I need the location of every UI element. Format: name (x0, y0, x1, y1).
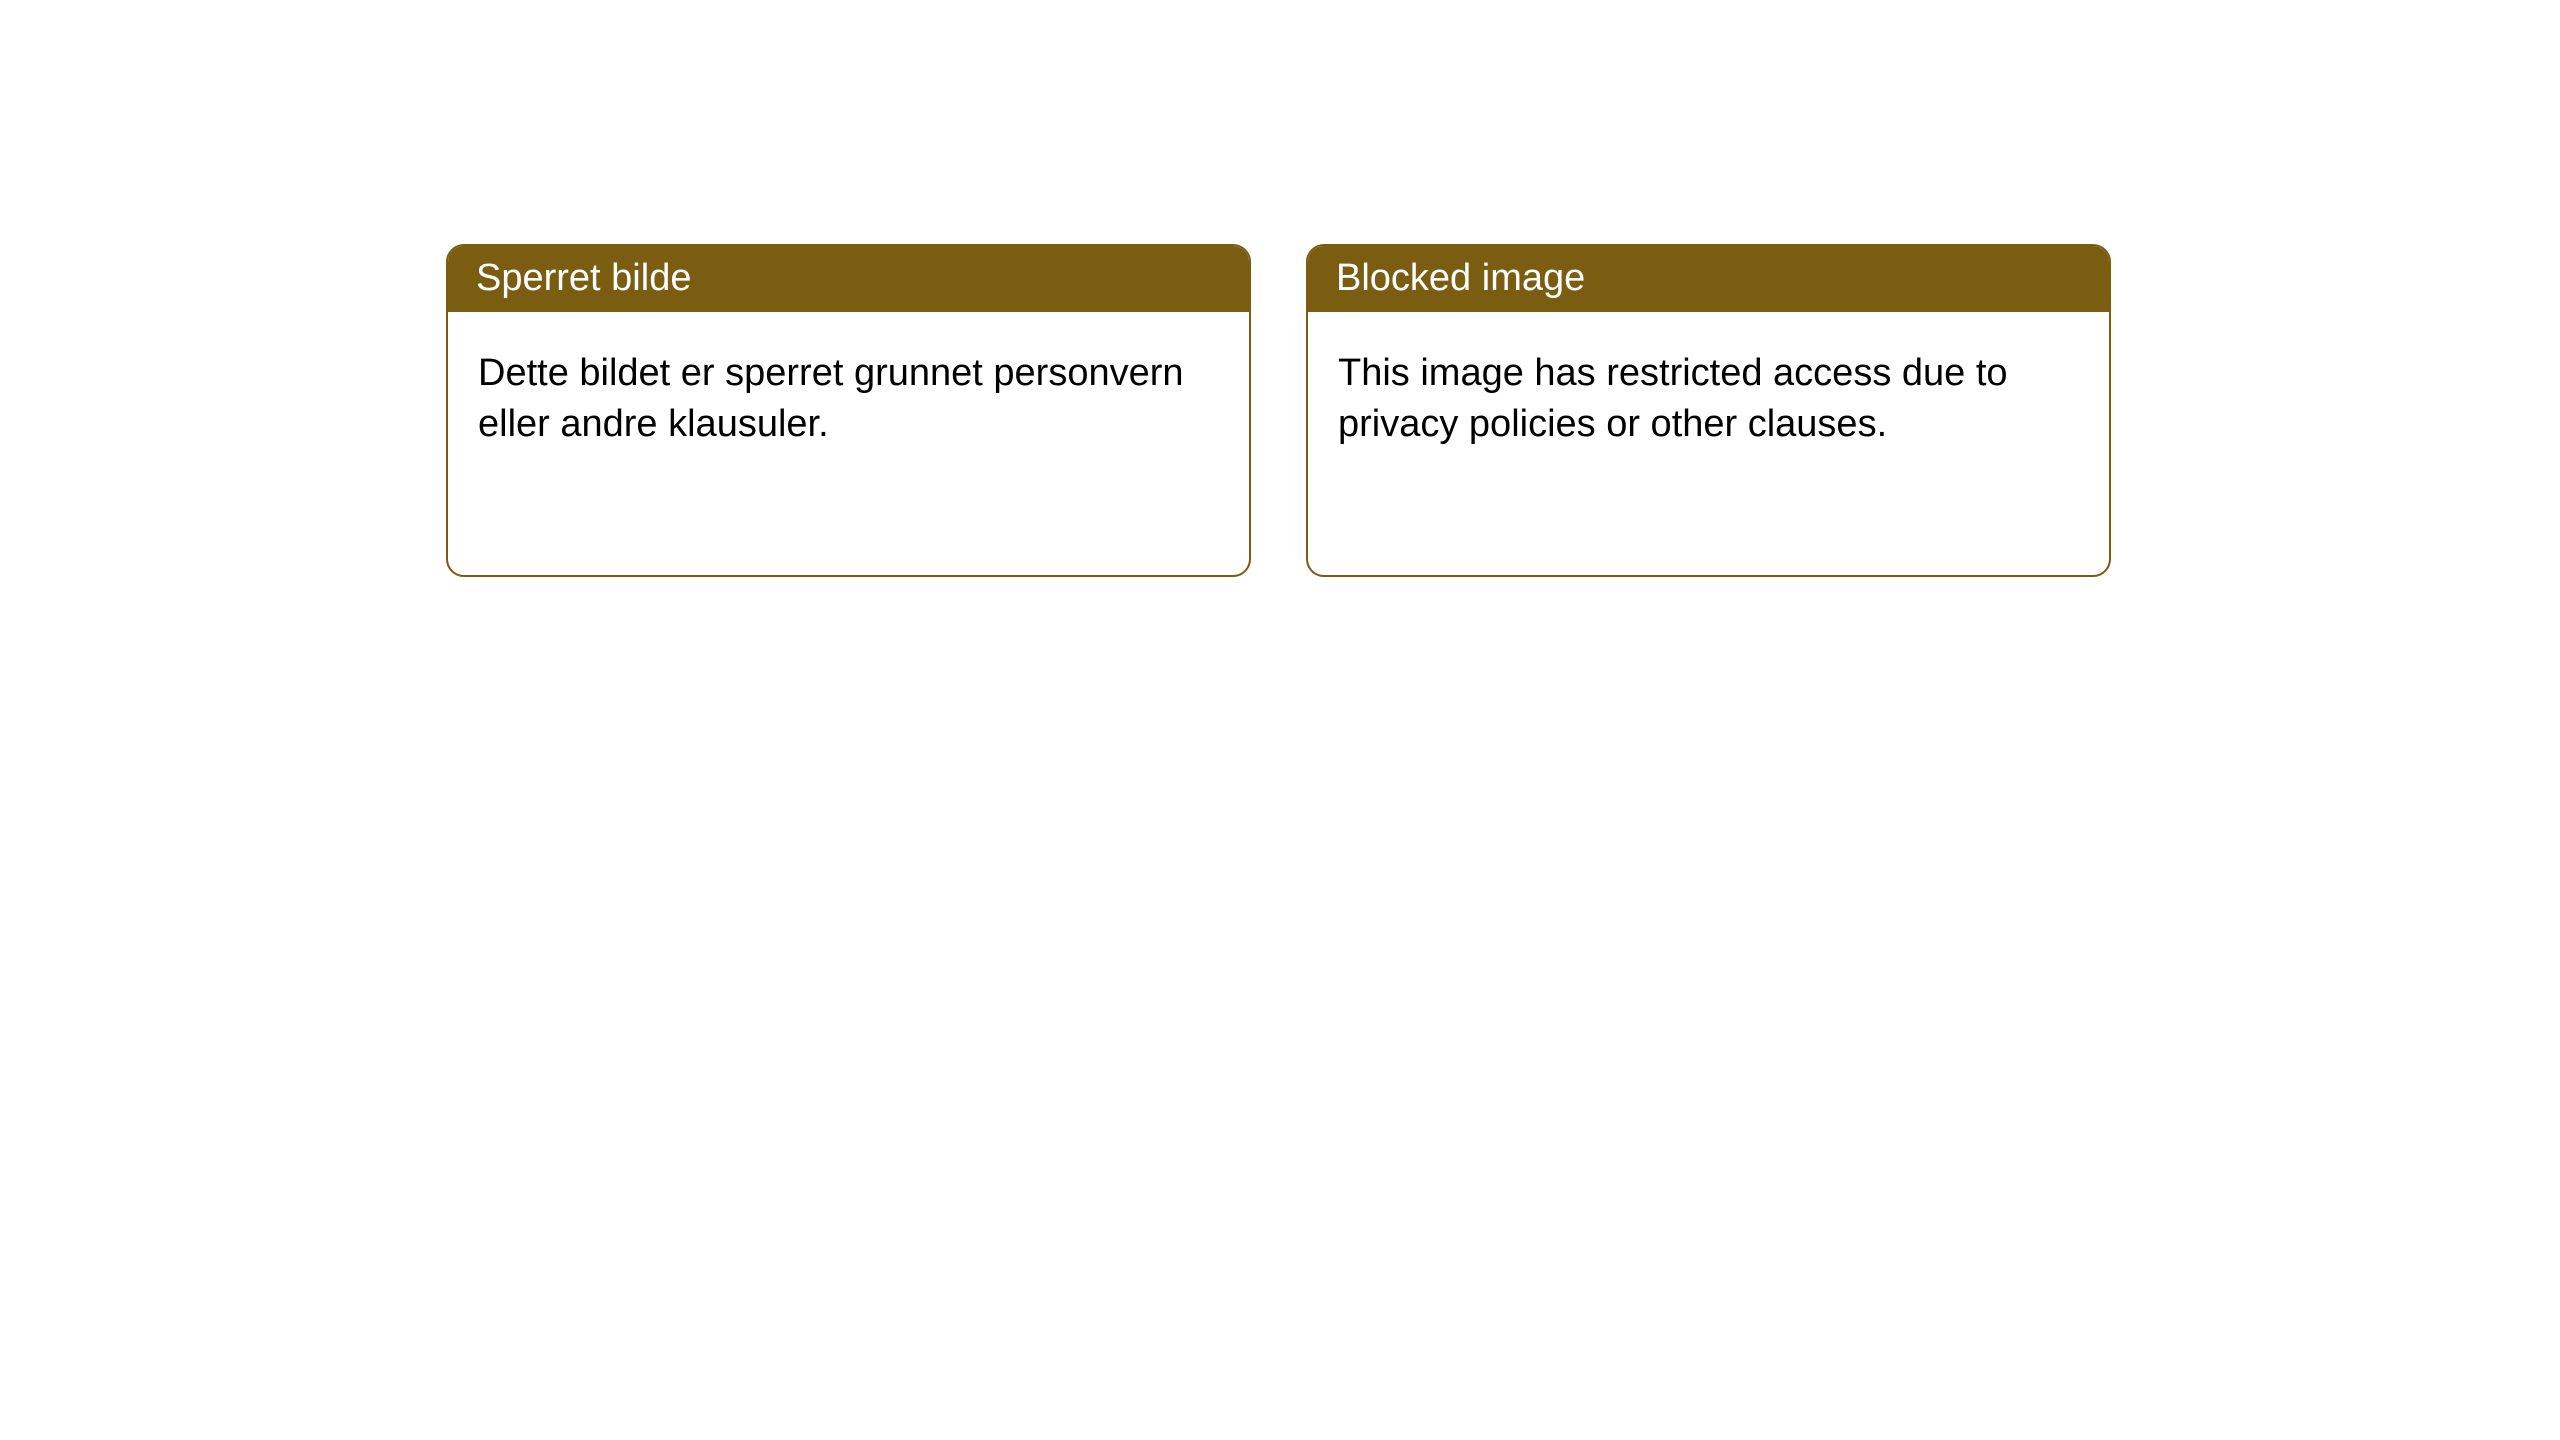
card-title-no: Sperret bilde (448, 246, 1249, 312)
card-body-no: Dette bildet er sperret grunnet personve… (448, 312, 1249, 487)
card-title-en: Blocked image (1308, 246, 2109, 312)
notice-container: Sperret bilde Dette bildet er sperret gr… (0, 0, 2560, 577)
card-body-en: This image has restricted access due to … (1308, 312, 2109, 487)
blocked-image-card-no: Sperret bilde Dette bildet er sperret gr… (446, 244, 1251, 577)
blocked-image-card-en: Blocked image This image has restricted … (1306, 244, 2111, 577)
